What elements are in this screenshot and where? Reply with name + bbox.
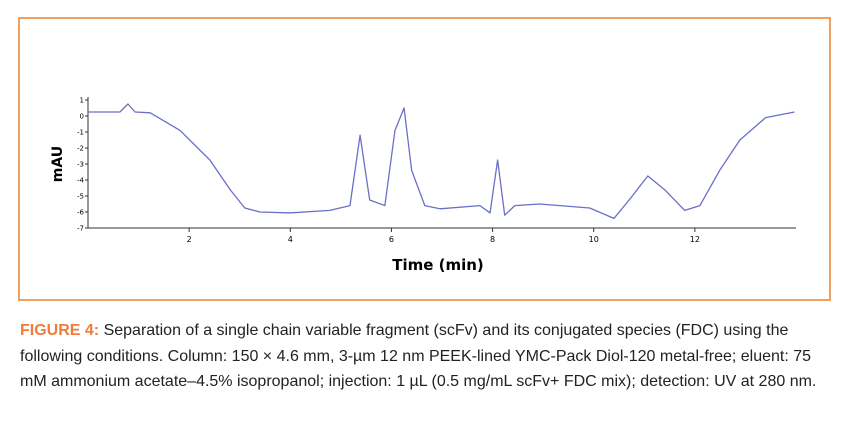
figure-frame	[18, 17, 831, 301]
y-tick-label: -6	[77, 209, 85, 217]
y-tick-label: 1	[80, 97, 84, 105]
caption-label: FIGURE 4:	[20, 322, 100, 339]
caption-text: Separation of a single chain variable fr…	[20, 322, 817, 390]
y-tick-label: -5	[77, 193, 84, 201]
caption: FIGURE 4: Separation of a single chain v…	[20, 318, 840, 395]
y-tick-label: 0	[80, 113, 84, 121]
x-tick-label: 2	[187, 235, 192, 244]
y-tick-label: -4	[77, 177, 85, 185]
trace	[88, 103, 795, 220]
x-tick-label: 12	[690, 235, 700, 244]
y-tick-label: -7	[77, 225, 84, 233]
x-tick-label: 10	[589, 235, 599, 244]
x-axis-title: Time (min)	[392, 256, 484, 274]
y-tick-label: -1	[77, 129, 84, 137]
x-tick-label: 8	[490, 235, 495, 244]
y-axis-title: mAU	[50, 146, 66, 182]
y-tick-label: -2	[77, 145, 84, 153]
x-tick-label: 4	[288, 235, 293, 244]
y-tick-label: -3	[77, 161, 84, 169]
x-tick-label: 6	[389, 235, 394, 244]
